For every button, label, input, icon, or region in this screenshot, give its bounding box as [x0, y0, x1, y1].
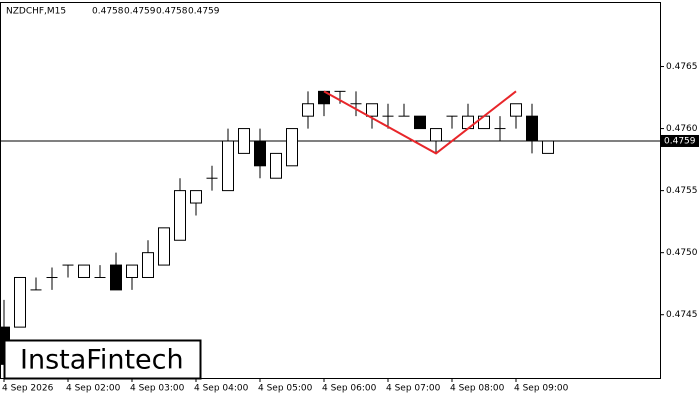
x-tick-label: 4 Sep 04:00 — [194, 384, 249, 394]
candle-body — [158, 227, 170, 266]
y-tick-label: 0.4745 — [666, 310, 698, 320]
y-tick-label: 0.4765 — [666, 62, 698, 72]
y-tick-label: 0.4755 — [666, 186, 698, 196]
candle-body — [270, 152, 282, 179]
header-value: 0.4759 — [188, 7, 220, 17]
candle-body — [222, 140, 234, 192]
x-tick-label: 4 Sep 02:00 — [66, 384, 121, 394]
x-tick-label: 4 Sep 2026 — [2, 384, 54, 394]
x-tick-label: 4 Sep 03:00 — [130, 384, 185, 394]
candle-body — [286, 128, 298, 167]
candle-body — [78, 264, 90, 278]
candle-body — [254, 140, 266, 167]
x-tick-label: 4 Sep 09:00 — [514, 384, 569, 394]
candle-body — [14, 276, 26, 328]
candle-body — [174, 190, 186, 241]
candle-body — [542, 140, 554, 154]
y-tick-label: 0.4760 — [666, 124, 698, 134]
candle-body — [110, 264, 122, 291]
y-tick-label: 0.4750 — [666, 248, 698, 258]
x-tick-label: 4 Sep 07:00 — [386, 384, 441, 394]
price-label-box — [661, 134, 699, 147]
candle-body — [414, 115, 426, 130]
header-value: 0.4758 — [156, 7, 188, 17]
candle-body — [190, 190, 202, 204]
price-label: 0.4759 — [664, 136, 696, 146]
x-tick-label: 4 Sep 05:00 — [258, 384, 313, 394]
candle-body — [430, 128, 442, 142]
logo-box — [3, 339, 202, 380]
header-value: 0.4759 — [124, 7, 156, 17]
chart-title: NZDCHF,M15 — [6, 7, 66, 17]
x-tick-label: 4 Sep 06:00 — [322, 384, 377, 394]
candle-body — [126, 264, 138, 278]
candle-body — [526, 115, 538, 142]
pattern-line — [323, 90, 517, 155]
candle-body — [510, 103, 522, 117]
header-value: 0.4758 — [92, 7, 124, 17]
candle-body — [238, 128, 250, 154]
candle-body — [366, 103, 378, 117]
x-tick-label: 4 Sep 08:00 — [450, 384, 505, 394]
plot-frame — [0, 2, 661, 379]
candle-body — [302, 103, 314, 117]
candle-body — [142, 252, 154, 278]
logo: InstaFintech — [20, 345, 184, 376]
